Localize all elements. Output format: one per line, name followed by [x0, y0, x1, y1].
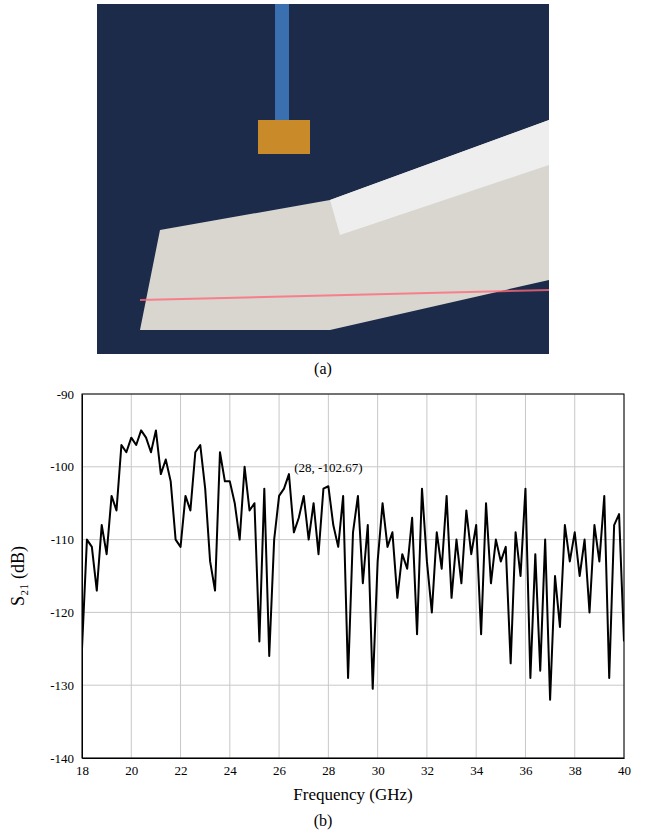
plot-area — [82, 430, 624, 699]
x-tick: 28 — [322, 758, 335, 778]
x-tick-label: 22 — [175, 763, 188, 778]
x-tick: 22 — [175, 758, 188, 778]
y-tick-label: -90 — [57, 387, 74, 402]
photo-laser — [140, 290, 549, 300]
grid-line — [574, 394, 575, 758]
x-tick-label: 34 — [470, 763, 484, 778]
photo-cable — [275, 4, 289, 120]
x-axis: 18 20 22 24 26 28 30 32 34 36 38 40 — [76, 758, 631, 778]
y-tick-label: -120 — [50, 605, 74, 620]
x-tick-label: 24 — [224, 763, 238, 778]
grid-line — [426, 394, 427, 758]
annotation: (28, -102.67) — [294, 460, 362, 475]
x-tick-label: 26 — [273, 763, 287, 778]
grid-line — [180, 394, 181, 758]
grid-line — [525, 394, 526, 758]
x-tick-label: 28 — [322, 763, 335, 778]
x-tick: 32 — [421, 758, 434, 778]
x-tick-label: 18 — [76, 763, 89, 778]
x-tick: 24 — [224, 758, 238, 778]
x-tick-label: 32 — [421, 763, 434, 778]
y-tick: -130 — [50, 678, 82, 693]
figure: (a)182022242628303234363840-140-130-120-… — [0, 0, 646, 837]
x-tick: 30 — [372, 758, 385, 778]
grid-line — [82, 685, 624, 686]
grid — [82, 394, 624, 758]
y-tick: -140 — [50, 751, 82, 766]
photo-beam — [330, 120, 549, 235]
x-axis-title: Frequency (GHz) — [293, 785, 412, 804]
y-axis: -140 -130 -120 -110 -100 -90 — [50, 387, 82, 766]
chart: 18 20 22 24 26 28 30 32 34 36 38 40 -140 -130 -120 -110… — [8, 387, 631, 804]
grid-line — [328, 394, 329, 758]
grid-line — [279, 394, 280, 758]
x-tick: 38 — [569, 758, 582, 778]
plot-frame — [82, 394, 624, 758]
x-tick: 36 — [519, 758, 533, 778]
y-tick: -120 — [50, 605, 82, 620]
x-tick: 26 — [273, 758, 287, 778]
y-tick-label: -140 — [50, 751, 74, 766]
y-axis-title: S₂₁ (dB) — [8, 546, 29, 606]
x-tick-label: 20 — [125, 763, 138, 778]
y-tick-label: -130 — [50, 678, 74, 693]
x-tick-label: 36 — [519, 763, 533, 778]
caption: (b) — [314, 812, 333, 830]
photo — [97, 4, 549, 354]
y-tick: -110 — [51, 532, 82, 547]
x-tick: 18 — [76, 758, 89, 778]
grid-line — [229, 394, 230, 758]
y-tick: -90 — [57, 387, 82, 402]
x-tick: 20 — [125, 758, 138, 778]
x-tick-label: 38 — [569, 763, 582, 778]
grid-line — [131, 394, 132, 758]
y-tick-label: -110 — [51, 532, 74, 547]
s21-line — [82, 430, 624, 699]
photo-background — [97, 4, 549, 354]
grid-line — [476, 394, 477, 758]
x-tick-label: 30 — [372, 763, 385, 778]
photo-fixture — [140, 120, 549, 330]
y-tick-label: -100 — [50, 459, 74, 474]
x-tick-label: 40 — [618, 763, 631, 778]
x-tick: 34 — [470, 758, 484, 778]
y-tick: -100 — [50, 459, 82, 474]
caption: (a) — [314, 360, 332, 378]
x-tick: 40 — [618, 758, 631, 778]
photo-probe — [258, 120, 310, 154]
